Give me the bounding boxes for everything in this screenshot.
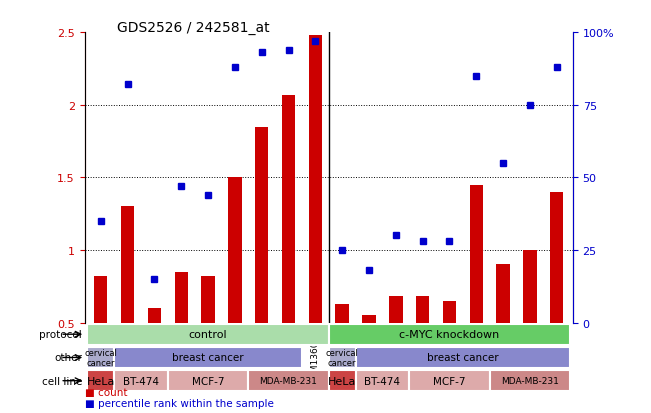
Bar: [469, 185, 483, 395]
Bar: [282, 95, 295, 395]
Text: MDA-MB-231: MDA-MB-231: [260, 376, 318, 385]
Bar: [174, 272, 188, 395]
Text: cervical
cancer: cervical cancer: [326, 348, 359, 367]
Text: GDS2526 / 242581_at: GDS2526 / 242581_at: [117, 21, 270, 35]
Bar: [148, 309, 161, 395]
FancyBboxPatch shape: [329, 347, 355, 368]
Text: breast cancer: breast cancer: [427, 353, 499, 363]
Bar: [201, 276, 215, 395]
Text: HeLa: HeLa: [328, 376, 356, 386]
Bar: [363, 316, 376, 395]
Bar: [416, 297, 430, 395]
Bar: [335, 304, 349, 395]
FancyBboxPatch shape: [114, 347, 302, 368]
FancyBboxPatch shape: [409, 370, 490, 391]
Text: BT-474: BT-474: [123, 376, 159, 386]
Text: control: control: [189, 330, 227, 339]
Text: HeLa: HeLa: [87, 376, 115, 386]
Bar: [550, 192, 564, 395]
Text: MDA-MB-231: MDA-MB-231: [501, 376, 559, 385]
Text: MCF-7: MCF-7: [192, 376, 225, 386]
Text: c-MYC knockdown: c-MYC knockdown: [399, 330, 499, 339]
FancyBboxPatch shape: [87, 347, 114, 368]
FancyBboxPatch shape: [114, 370, 168, 391]
Text: BT-474: BT-474: [365, 376, 400, 386]
FancyBboxPatch shape: [355, 347, 570, 368]
Bar: [497, 265, 510, 395]
Bar: [443, 301, 456, 395]
Bar: [121, 207, 134, 395]
Bar: [523, 250, 536, 395]
Bar: [94, 276, 107, 395]
Text: cell line: cell line: [42, 376, 82, 386]
Text: other: other: [54, 353, 82, 363]
Bar: [389, 297, 402, 395]
FancyBboxPatch shape: [87, 370, 114, 391]
FancyBboxPatch shape: [355, 370, 409, 391]
Text: protocol: protocol: [40, 330, 82, 339]
FancyBboxPatch shape: [490, 370, 570, 391]
Bar: [228, 178, 242, 395]
FancyBboxPatch shape: [168, 370, 248, 391]
FancyBboxPatch shape: [329, 370, 355, 391]
Text: cervical
cancer: cervical cancer: [84, 348, 117, 367]
FancyBboxPatch shape: [87, 324, 329, 345]
FancyBboxPatch shape: [329, 324, 570, 345]
Text: ■ count: ■ count: [85, 387, 127, 397]
Bar: [255, 127, 268, 395]
Text: breast cancer: breast cancer: [173, 353, 244, 363]
Text: MCF-7: MCF-7: [433, 376, 465, 386]
Text: ■ percentile rank within the sample: ■ percentile rank within the sample: [85, 398, 273, 408]
FancyBboxPatch shape: [248, 370, 329, 391]
Bar: [309, 36, 322, 395]
